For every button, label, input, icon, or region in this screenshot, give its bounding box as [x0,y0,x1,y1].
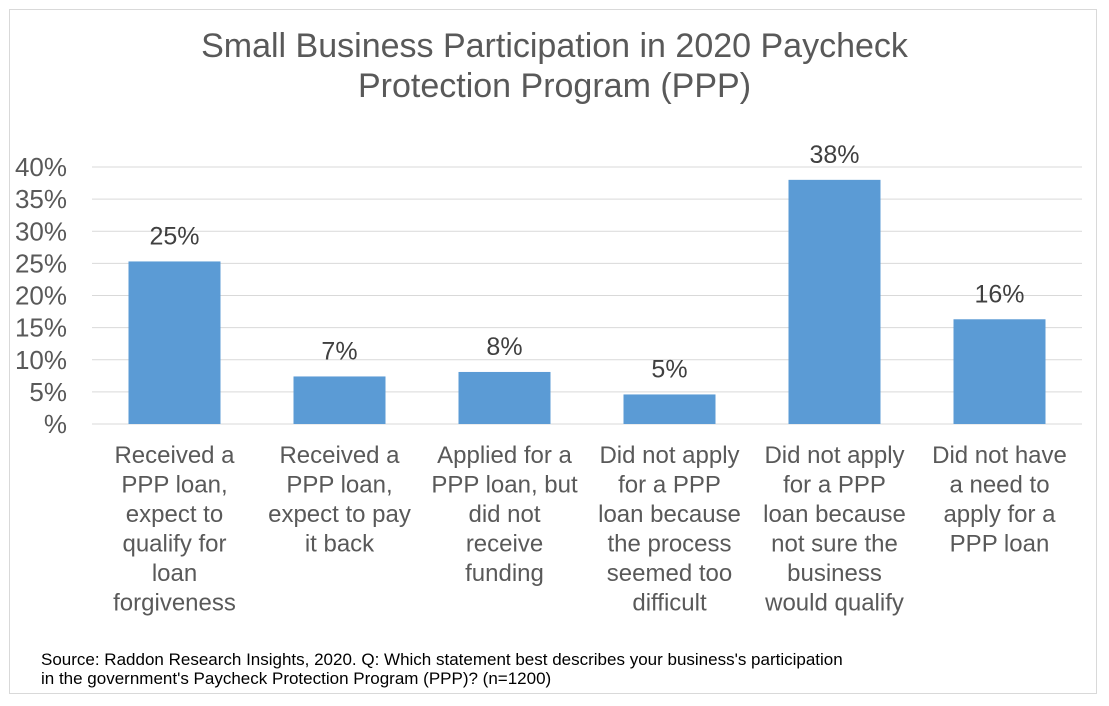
data-label: 8% [486,333,522,361]
y-tick-label: 35% [15,184,67,214]
y-tick-label: 5% [29,377,67,407]
y-tick-label: 40% [15,152,67,182]
bar [458,371,551,424]
data-label: 5% [651,355,687,383]
chart-title-line-2: Protection Program (PPP) [357,67,752,105]
source-line-2: in the government's Paycheck Protection … [41,669,552,688]
category-label: Did not apply for a PPP loan because the pr… [598,442,741,617]
y-tick-label: 25% [15,248,67,278]
data-label: 7% [321,337,357,365]
bar [953,319,1046,424]
category-label: Received a PPP loan, expect to qualify for l… [113,442,236,617]
bar-chart: %5%10%15%20%25%30%35%40%25%Received a PPP… [15,141,1082,617]
chart-title-line-1: Small Business Participation in 2020 Pay… [201,27,908,65]
category-label: Received a PPP loan, expect to pay it back [268,442,411,558]
y-tick-label: 15% [15,313,67,343]
bar [623,394,716,424]
y-tick-label: 30% [15,216,67,246]
bar [293,376,386,424]
bar [128,261,221,424]
category-label: Did not apply for a PPP loan because not su… [763,442,906,617]
data-label: 38% [809,141,859,169]
chart-title: Small Business Participation in 2020 Pay… [0,26,1109,106]
data-label: 16% [974,280,1024,308]
data-label: 25% [149,222,199,250]
source-note: Source: Raddon Research Insights, 2020. … [41,650,1081,688]
category-label: Did not have a need to apply for a PPP loan [932,442,1067,558]
y-tick-label: 10% [15,345,67,375]
y-tick-label: 20% [15,281,67,311]
y-tick-label: % [44,409,67,439]
category-label: Applied for a PPP loan, but did not receive… [431,442,578,587]
bar [788,179,881,424]
source-line-1: Source: Raddon Research Insights, 2020. … [41,650,843,669]
